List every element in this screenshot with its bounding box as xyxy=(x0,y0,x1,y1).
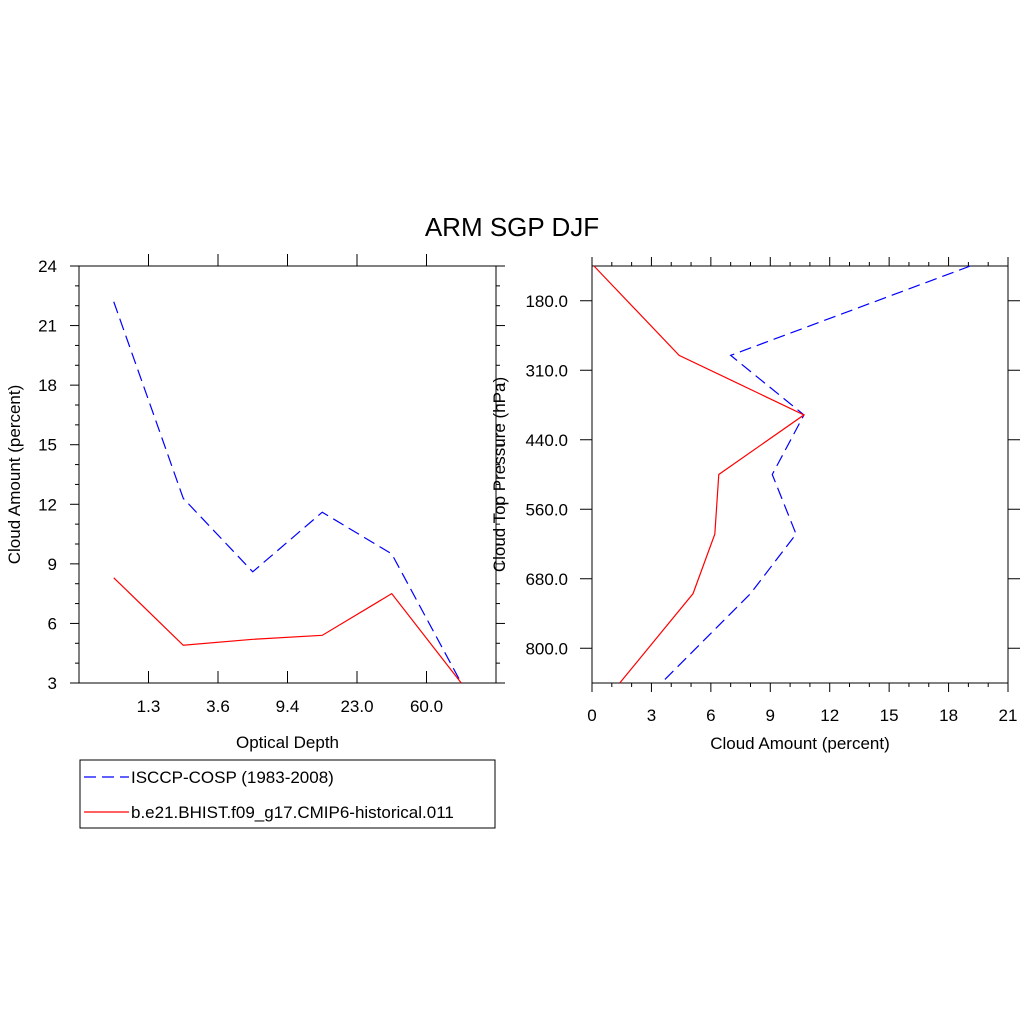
y-tick-label: 12 xyxy=(38,495,57,514)
x-tick-label: 9.4 xyxy=(276,697,300,716)
y-axis-label: Cloud Top Pressure (hPa) xyxy=(490,377,509,572)
x-tick-label: 18 xyxy=(939,706,958,725)
x-tick-label: 0 xyxy=(587,706,596,725)
legend-label-1: ISCCP-COSP (1983-2008) xyxy=(131,768,334,787)
y-tick-label: 24 xyxy=(38,257,57,276)
x-tick-label: 3 xyxy=(647,706,656,725)
x-axis-label: Cloud Amount (percent) xyxy=(710,734,890,753)
plot-frame xyxy=(78,265,497,684)
y-tick-label: 18 xyxy=(38,376,57,395)
legend-label-2: b.e21.BHIST.f09_g17.CMIP6-historical.011 xyxy=(131,803,454,822)
y-axis-label: Cloud Amount (percent) xyxy=(5,385,24,565)
series-line-2 xyxy=(113,577,462,684)
y-tick-label: 800.0 xyxy=(525,639,568,658)
plot-frame xyxy=(591,265,1009,684)
x-tick-label: 21 xyxy=(999,706,1018,725)
x-tick-label: 3.6 xyxy=(206,697,230,716)
y-tick-label: 15 xyxy=(38,436,57,455)
x-tick-label: 1.3 xyxy=(137,697,161,716)
series-line-1 xyxy=(660,265,971,684)
chart-title: ARM SGP DJF xyxy=(425,212,599,242)
y-tick-label: 680.0 xyxy=(525,570,568,589)
series-line-1 xyxy=(113,301,462,684)
legend: ISCCP-COSP (1983-2008) b.e21.BHIST.f09_g1… xyxy=(79,759,496,829)
right-panel: 0 3 6 9 12 15 18 21 180.0 310.0 440.0 560.0 680.0 800… xyxy=(490,257,1020,753)
x-tick-label: 9 xyxy=(766,706,775,725)
y-tick-label: 6 xyxy=(48,614,57,633)
x-tick-label: 12 xyxy=(820,706,839,725)
series-line-2 xyxy=(593,265,806,684)
x-tick-label: 6 xyxy=(706,706,715,725)
x-tick-label: 15 xyxy=(880,706,899,725)
y-tick-label: 180.0 xyxy=(525,292,568,311)
x-tick-label: 60.0 xyxy=(410,697,443,716)
y-tick-label: 9 xyxy=(48,555,57,574)
left-panel: 1.3 3.6 9.4 23.0 60.0 3 6 9 12 15 18 21 24 Optical De… xyxy=(5,254,505,752)
y-tick-label: 560.0 xyxy=(525,500,568,519)
y-tick-label: 440.0 xyxy=(525,431,568,450)
legend-box xyxy=(79,759,496,829)
y-tick-label: 310.0 xyxy=(525,361,568,380)
y-tick-label: 21 xyxy=(38,317,57,336)
x-axis-label: Optical Depth xyxy=(236,733,339,752)
x-tick-label: 23.0 xyxy=(340,697,373,716)
y-tick-label: 3 xyxy=(48,674,57,693)
